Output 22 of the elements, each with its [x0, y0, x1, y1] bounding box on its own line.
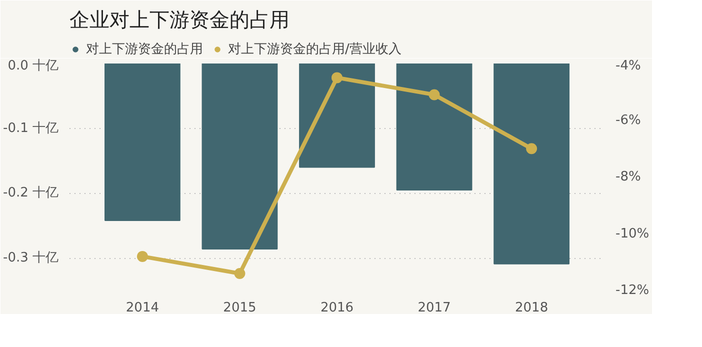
x-tick-label: 2017 [418, 300, 451, 316]
x-tick-label: 2016 [320, 300, 354, 316]
chart-title: 企业对上下游资金的占用 [70, 8, 290, 32]
y-tick-label: -0.1 十亿 [3, 120, 58, 136]
point [526, 143, 538, 154]
x-tick-label: 2015 [223, 300, 256, 316]
y2-tick-label: -10% [616, 226, 650, 242]
point [332, 72, 342, 84]
point [428, 89, 440, 100]
x-tick-label: 2018 [515, 300, 548, 316]
y-tick-label: -0.3 十亿 [3, 250, 58, 266]
legend-label: 对上下游资金的占用/营业收入 [228, 41, 402, 58]
x-tick-label: 2014 [126, 300, 160, 316]
y-tick-label: -0.2 十亿 [3, 186, 58, 201]
y2-tick-label: -4% [616, 58, 641, 74]
y2-tick-label: -12% [616, 283, 650, 298]
point [136, 250, 148, 262]
legend-label: 对上下游资金的占用 [86, 41, 203, 58]
y-tick-label: 0.0 十亿 [8, 58, 59, 74]
y2-tick-label: -8% [616, 170, 641, 184]
point [234, 268, 246, 279]
y2-tick-label: -6% [616, 112, 641, 128]
